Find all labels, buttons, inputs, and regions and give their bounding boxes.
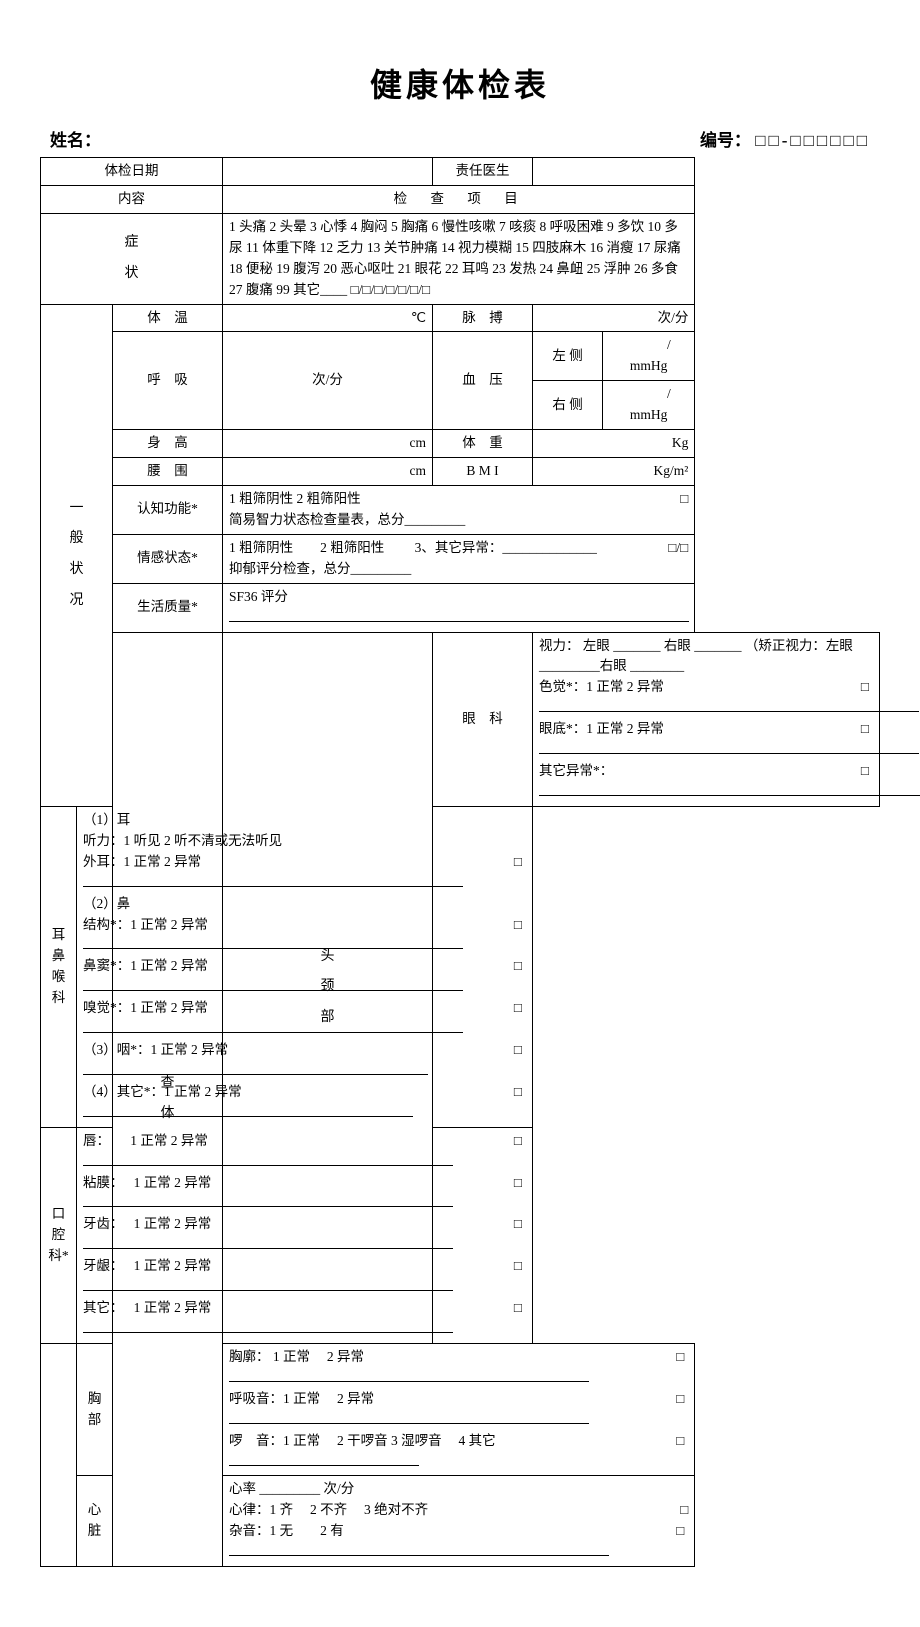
row-eye: 查体 头颈部 眼 科 视力： 左眼 _______ 右眼 _______ （矫正… [41, 632, 880, 806]
date-value[interactable] [223, 158, 433, 186]
heart-label: 心 脏 [77, 1476, 113, 1567]
emo-content[interactable]: 1 粗筛阴性 2 粗筛阳性 3、其它异常：______________ □/□ 抑… [223, 534, 695, 583]
breath-unit[interactable]: 次/分 [223, 332, 433, 430]
name-label: 姓名： [50, 126, 101, 151]
cog-content[interactable]: 1 粗筛阴性 2 粗筛阳性 □ 简易智力状态检查量表，总分_________ [223, 485, 695, 534]
code-label: 编号： [700, 131, 751, 150]
emo-line1: 1 粗筛阴性 2 粗筛阳性 3、其它异常：______________ [229, 540, 597, 555]
content-label: 内容 [41, 185, 223, 213]
ent-line7: 嗅觉*：1 正常 2 异常 [83, 1000, 208, 1015]
weight-unit[interactable]: Kg [533, 430, 695, 458]
height-unit[interactable]: cm [223, 430, 433, 458]
form-table: 体检日期 责任医生 内容 检 查 项 目 症状 1 头痛 2 头晕 3 心悸 4… [40, 157, 880, 1567]
doctor-label: 责任医生 [433, 158, 533, 186]
doctor-value[interactable] [533, 158, 695, 186]
qol-content[interactable]: SF36 评分 [223, 583, 695, 632]
chest-line3: 啰 音：1 正常 2 干啰音 3 湿啰音 4 其它 [229, 1433, 496, 1448]
eye-label: 眼 科 [433, 632, 533, 806]
oral-line2: 粘膜： 1 正常 2 异常 [83, 1175, 211, 1190]
heart-line1: 心率 _________ 次/分 [229, 1481, 354, 1496]
chest-label: 胸 部 [77, 1343, 113, 1476]
code-block: 编号： □□-□□□□□□ [700, 126, 870, 151]
cog-line1: 1 粗筛阴性 2 粗筛阳性 [229, 491, 361, 506]
ent-line8: （3）咽*：1 正常 2 异常 [83, 1042, 228, 1057]
breath-label: 呼 吸 [113, 332, 223, 430]
emo-label: 情感状态* [113, 534, 223, 583]
chest-line2: 呼吸音：1 正常 2 异常 [229, 1391, 374, 1406]
oral-line1: 唇： 1 正常 2 异常 [83, 1133, 208, 1148]
header-row: 姓名： 编号： □□-□□□□□□ [50, 126, 870, 151]
heart-line2: 心律：1 齐 2 不齐 3 绝对不齐 [229, 1502, 428, 1517]
oral-line5: 其它： 1 正常 2 异常 [83, 1300, 211, 1315]
cog-line2: 简易智力状态检查量表，总分_________ [229, 512, 465, 527]
bp-label: 血 压 [433, 332, 533, 430]
eye-line3: 眼底*：1 正常 2 异常 [539, 721, 664, 736]
row-columns: 内容 检 查 项 目 [41, 185, 880, 213]
checkbox-icon[interactable]: □ [680, 1500, 688, 1521]
ent-line2: 听力：1 听见 2 听不清或无法听见 [83, 833, 282, 848]
general-label: 一般状况 [41, 304, 113, 806]
bp-right-label: 右 侧 [533, 381, 603, 430]
columns-label: 检 查 项 目 [223, 185, 695, 213]
chest-line1: 胸廓： 1 正常 2 异常 [229, 1349, 364, 1364]
cog-label: 认知功能* [113, 485, 223, 534]
checkbox-icon[interactable]: □ [680, 489, 688, 510]
oral-line4: 牙龈： 1 正常 2 异常 [83, 1258, 211, 1273]
bmi-label: B M I [433, 458, 533, 486]
eye-line2: 色觉*：1 正常 2 异常 [539, 679, 664, 694]
page-title: 健康体检表 [40, 60, 880, 106]
pulse-unit[interactable]: 次/分 [533, 304, 695, 332]
qol-label: 生活质量* [113, 583, 223, 632]
row-temp: 一般状况 体 温 ℃ 脉 搏 次/分 [41, 304, 880, 332]
bmi-unit[interactable]: Kg/m² [533, 458, 695, 486]
row-symptoms: 症状 1 头痛 2 头晕 3 心悸 4 胸闷 5 胸痛 6 慢性咳嗽 7 咳痰 … [41, 213, 880, 304]
ent-line5: 结构*：1 正常 2 异常 [83, 917, 208, 932]
oral-content[interactable]: 唇： 1 正常 2 异常 粘膜： 1 正常 2 异常 牙齿： 1 正常 2 异常… [77, 1127, 533, 1343]
chest-content[interactable]: 胸廓： 1 正常 2 异常 呼吸音：1 正常 2 异常 啰 音：1 正常 2 干… [223, 1343, 695, 1476]
symptoms-label: 症状 [41, 213, 223, 304]
ent-line4: （2）鼻 [83, 896, 130, 911]
ent-content[interactable]: （1）耳 听力：1 听见 2 听不清或无法听见 外耳：1 正常 2 异常 （2）… [77, 806, 533, 1127]
oral-label: 口腔科* [41, 1127, 77, 1343]
weight-label: 体 重 [433, 430, 533, 458]
oral-line3: 牙齿： 1 正常 2 异常 [83, 1216, 211, 1231]
eye-line1: 视力： 左眼 _______ 右眼 _______ （矫正视力：左眼 _____… [539, 638, 853, 674]
heart-line3: 杂音：1 无 2 有 [229, 1523, 344, 1538]
ent-line3: 外耳：1 正常 2 异常 [83, 854, 201, 869]
waist-unit[interactable]: cm [223, 458, 433, 486]
temp-unit[interactable]: ℃ [223, 304, 433, 332]
heart-content[interactable]: 心率 _________ 次/分 心律：1 齐 2 不齐 3 绝对不齐 □ 杂音：… [223, 1476, 695, 1567]
pulse-label: 脉 搏 [433, 304, 533, 332]
emo-line2: 抑郁评分检查，总分_________ [229, 561, 411, 576]
ent-line9: （4）其它*：1 正常 2 异常 [83, 1084, 242, 1099]
eye-content[interactable]: 视力： 左眼 _______ 右眼 _______ （矫正视力：左眼 _____… [533, 632, 880, 806]
code-boxes: □□-□□□□□□ [755, 131, 870, 151]
symptoms-text: 1 头痛 2 头晕 3 心悸 4 胸闷 5 胸痛 6 慢性咳嗽 7 咳痰 8 呼… [223, 213, 695, 304]
checkbox-icon[interactable]: □/□ [668, 538, 688, 559]
bp-left-value[interactable]: / mmHg [603, 332, 695, 381]
ent-line1: （1）耳 [83, 812, 130, 827]
qol-line1: SF36 评分 [229, 589, 288, 604]
height-label: 身 高 [113, 430, 223, 458]
exam-sub-empty [41, 1343, 77, 1566]
waist-label: 腰 围 [113, 458, 223, 486]
ent-line6: 鼻窦*：1 正常 2 异常 [83, 958, 208, 973]
ent-label: 耳鼻喉科 [41, 806, 77, 1127]
bp-left-label: 左 侧 [533, 332, 603, 381]
bp-right-value[interactable]: / mmHg [603, 381, 695, 430]
row-date: 体检日期 责任医生 [41, 158, 880, 186]
date-label: 体检日期 [41, 158, 223, 186]
eye-line4: 其它异常*： [539, 763, 613, 778]
temp-label: 体 温 [113, 304, 223, 332]
